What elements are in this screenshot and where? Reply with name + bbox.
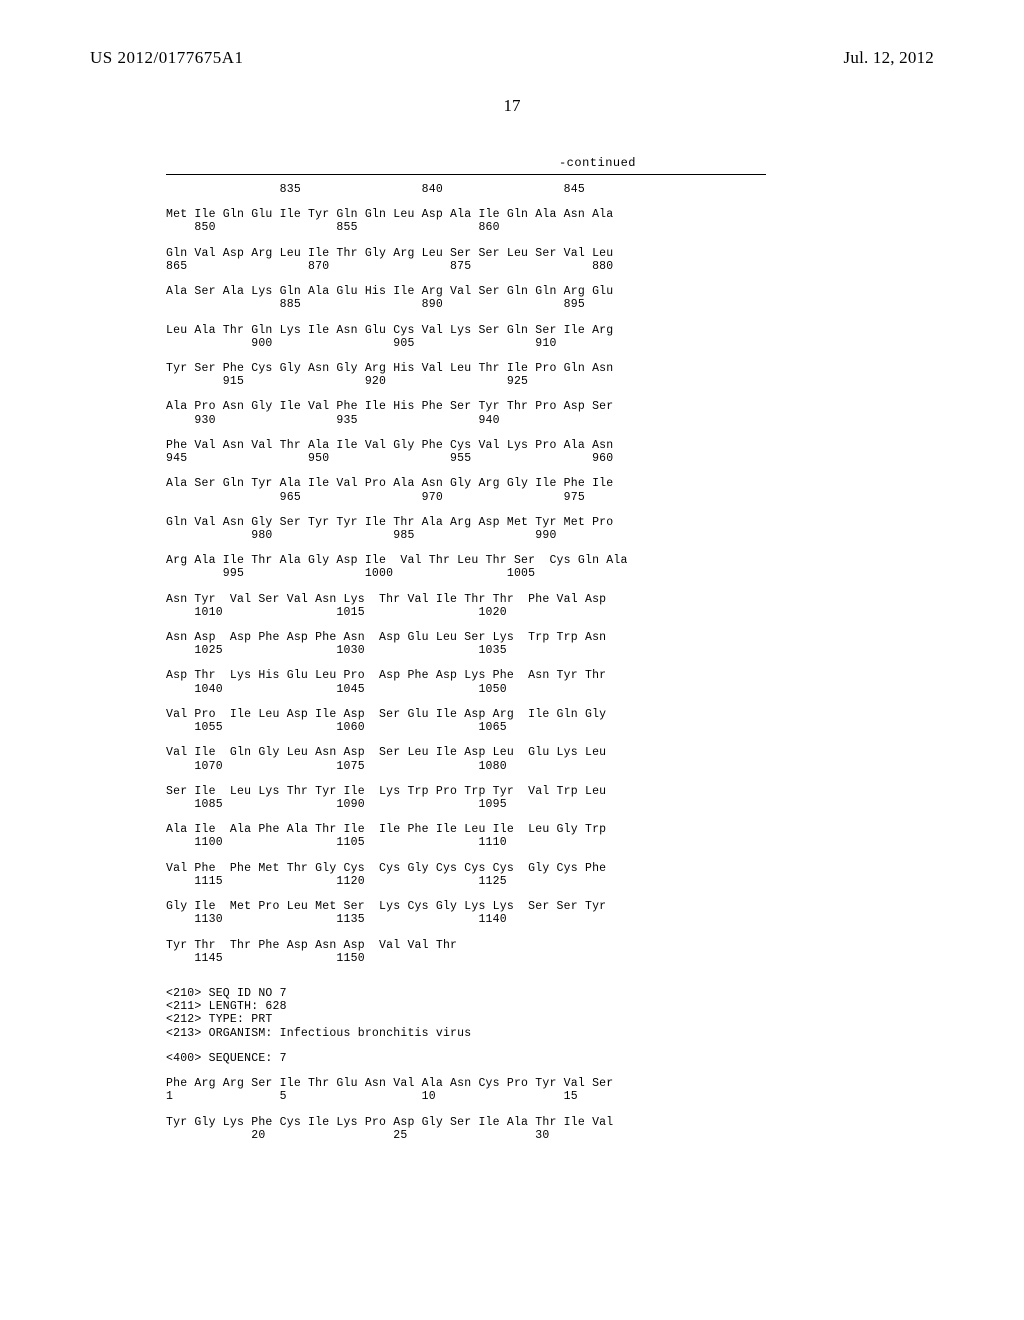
sequence-block: Leu Ala Thr Gln Lys Ile Asn Glu Cys Val …	[166, 324, 766, 350]
amino-acid-line: Phe Val Asn Val Thr Ala Ile Val Gly Phe …	[166, 439, 766, 452]
amino-acid-line: Ser Ile Leu Lys Thr Tyr Ile Lys Trp Pro …	[166, 785, 766, 798]
sequence-block: Ser Ile Leu Lys Thr Tyr Ile Lys Trp Pro …	[166, 785, 766, 811]
position-number-line: 1070 1075 1080	[166, 760, 766, 773]
sequence-block: Gln Val Asn Gly Ser Tyr Tyr Ile Thr Ala …	[166, 516, 766, 542]
page: US 2012/0177675A1 Jul. 12, 2012 17 -cont…	[0, 0, 1024, 1320]
sequence-listing-column: -continued 835 840 845 Met Ile Gln Glu Il…	[166, 156, 766, 1142]
sequence-block: 835 840 845	[166, 183, 766, 196]
position-number-line: 980 985 990	[166, 529, 766, 542]
amino-acid-line: Tyr Ser Phe Cys Gly Asn Gly Arg His Val …	[166, 362, 766, 375]
sequence-block: Gly Ile Met Pro Leu Met Ser Lys Cys Gly …	[166, 900, 766, 926]
sequence-block: Met Ile Gln Glu Ile Tyr Gln Gln Leu Asp …	[166, 208, 766, 234]
amino-acid-line: Tyr Gly Lys Phe Cys Ile Lys Pro Asp Gly …	[166, 1116, 766, 1129]
position-number-line: 945 950 955 960	[166, 452, 766, 465]
position-number-line: 1145 1150	[166, 952, 766, 965]
position-number-line: 1100 1105 1110	[166, 836, 766, 849]
amino-acid-line: Val Ile Gln Gly Leu Asn Asp Ser Leu Ile …	[166, 746, 766, 759]
position-number-line: 1085 1090 1095	[166, 798, 766, 811]
sequence-block: Ala Ile Ala Phe Ala Thr Ile Ile Phe Ile …	[166, 823, 766, 849]
amino-acid-line: Gly Ile Met Pro Leu Met Ser Lys Cys Gly …	[166, 900, 766, 913]
sequence-header: <210> SEQ ID NO 7 <211> LENGTH: 628 <212…	[166, 987, 766, 1040]
position-number-line: 1 5 10 15	[166, 1090, 766, 1103]
amino-acid-line: Ala Ile Ala Phe Ala Thr Ile Ile Phe Ile …	[166, 823, 766, 836]
publication-number: US 2012/0177675A1	[90, 48, 243, 68]
position-number-line: 930 935 940	[166, 414, 766, 427]
sequence-block: Ala Ser Gln Tyr Ala Ile Val Pro Ala Asn …	[166, 477, 766, 503]
amino-acid-line: Val Pro Ile Leu Asp Ile Asp Ser Glu Ile …	[166, 708, 766, 721]
sequence-block: Asp Thr Lys His Glu Leu Pro Asp Phe Asp …	[166, 669, 766, 695]
position-number-line: 900 905 910	[166, 337, 766, 350]
position-number-line: 915 920 925	[166, 375, 766, 388]
position-number-line: 965 970 975	[166, 491, 766, 504]
sequence-label: <400> SEQUENCE: 7	[166, 1052, 766, 1065]
amino-acid-line: Val Phe Phe Met Thr Gly Cys Cys Gly Cys …	[166, 862, 766, 875]
sequence-block: Phe Val Asn Val Thr Ala Ile Val Gly Phe …	[166, 439, 766, 465]
sequence-listing: 835 840 845 Met Ile Gln Glu Ile Tyr Gln G…	[166, 183, 766, 965]
continued-label: -continued	[166, 156, 636, 170]
page-number: 17	[90, 96, 934, 116]
page-header: US 2012/0177675A1 Jul. 12, 2012	[90, 48, 934, 68]
sequence-block: Ala Pro Asn Gly Ile Val Phe Ile His Phe …	[166, 400, 766, 426]
amino-acid-line: Asn Asp Asp Phe Asp Phe Asn Asp Glu Leu …	[166, 631, 766, 644]
sequence-block: Gln Val Asp Arg Leu Ile Thr Gly Arg Leu …	[166, 247, 766, 273]
sequence-block: Val Phe Phe Met Thr Gly Cys Cys Gly Cys …	[166, 862, 766, 888]
position-number-line: 1130 1135 1140	[166, 913, 766, 926]
position-number-line: 1025 1030 1035	[166, 644, 766, 657]
amino-acid-line: Ala Ser Ala Lys Gln Ala Glu His Ile Arg …	[166, 285, 766, 298]
position-number-line: 885 890 895	[166, 298, 766, 311]
sequence-block: Val Ile Gln Gly Leu Asn Asp Ser Leu Ile …	[166, 746, 766, 772]
amino-acid-line: Gln Val Asp Arg Leu Ile Thr Gly Arg Leu …	[166, 247, 766, 260]
amino-acid-line: Phe Arg Arg Ser Ile Thr Glu Asn Val Ala …	[166, 1077, 766, 1090]
position-number-line: 865 870 875 880	[166, 260, 766, 273]
sequence-block: Asn Asp Asp Phe Asp Phe Asn Asp Glu Leu …	[166, 631, 766, 657]
position-number-line: 1010 1015 1020	[166, 606, 766, 619]
amino-acid-line: 835 840 845	[166, 183, 766, 196]
sequence-block: Tyr Gly Lys Phe Cys Ile Lys Pro Asp Gly …	[166, 1116, 766, 1142]
position-number-line: 1115 1120 1125	[166, 875, 766, 888]
position-number-line: 20 25 30	[166, 1129, 766, 1142]
position-number-line: 850 855 860	[166, 221, 766, 234]
amino-acid-line: Ala Ser Gln Tyr Ala Ile Val Pro Ala Asn …	[166, 477, 766, 490]
sequence-block: Tyr Ser Phe Cys Gly Asn Gly Arg His Val …	[166, 362, 766, 388]
amino-acid-line: Asp Thr Lys His Glu Leu Pro Asp Phe Asp …	[166, 669, 766, 682]
position-number-line: 995 1000 1005	[166, 567, 766, 580]
sequence-block: Asn Tyr Val Ser Val Asn Lys Thr Val Ile …	[166, 593, 766, 619]
sequence-listing-2: Phe Arg Arg Ser Ile Thr Glu Asn Val Ala …	[166, 1077, 766, 1142]
amino-acid-line: Ala Pro Asn Gly Ile Val Phe Ile His Phe …	[166, 400, 766, 413]
sequence-block: Tyr Thr Thr Phe Asp Asn Asp Val Val Thr …	[166, 939, 766, 965]
sequence-block: Phe Arg Arg Ser Ile Thr Glu Asn Val Ala …	[166, 1077, 766, 1103]
amino-acid-line: Tyr Thr Thr Phe Asp Asn Asp Val Val Thr	[166, 939, 766, 952]
sequence-block: Val Pro Ile Leu Asp Ile Asp Ser Glu Ile …	[166, 708, 766, 734]
sequence-block: Arg Ala Ile Thr Ala Gly Asp Ile Val Thr …	[166, 554, 766, 580]
amino-acid-line: Asn Tyr Val Ser Val Asn Lys Thr Val Ile …	[166, 593, 766, 606]
amino-acid-line: Arg Ala Ile Thr Ala Gly Asp Ile Val Thr …	[166, 554, 766, 567]
amino-acid-line: Gln Val Asn Gly Ser Tyr Tyr Ile Thr Ala …	[166, 516, 766, 529]
amino-acid-line: Leu Ala Thr Gln Lys Ile Asn Glu Cys Val …	[166, 324, 766, 337]
amino-acid-line: Met Ile Gln Glu Ile Tyr Gln Gln Leu Asp …	[166, 208, 766, 221]
position-number-line: 1040 1045 1050	[166, 683, 766, 696]
horizontal-rule	[166, 174, 766, 175]
publication-date: Jul. 12, 2012	[844, 48, 934, 68]
position-number-line: 1055 1060 1065	[166, 721, 766, 734]
sequence-block: Ala Ser Ala Lys Gln Ala Glu His Ile Arg …	[166, 285, 766, 311]
